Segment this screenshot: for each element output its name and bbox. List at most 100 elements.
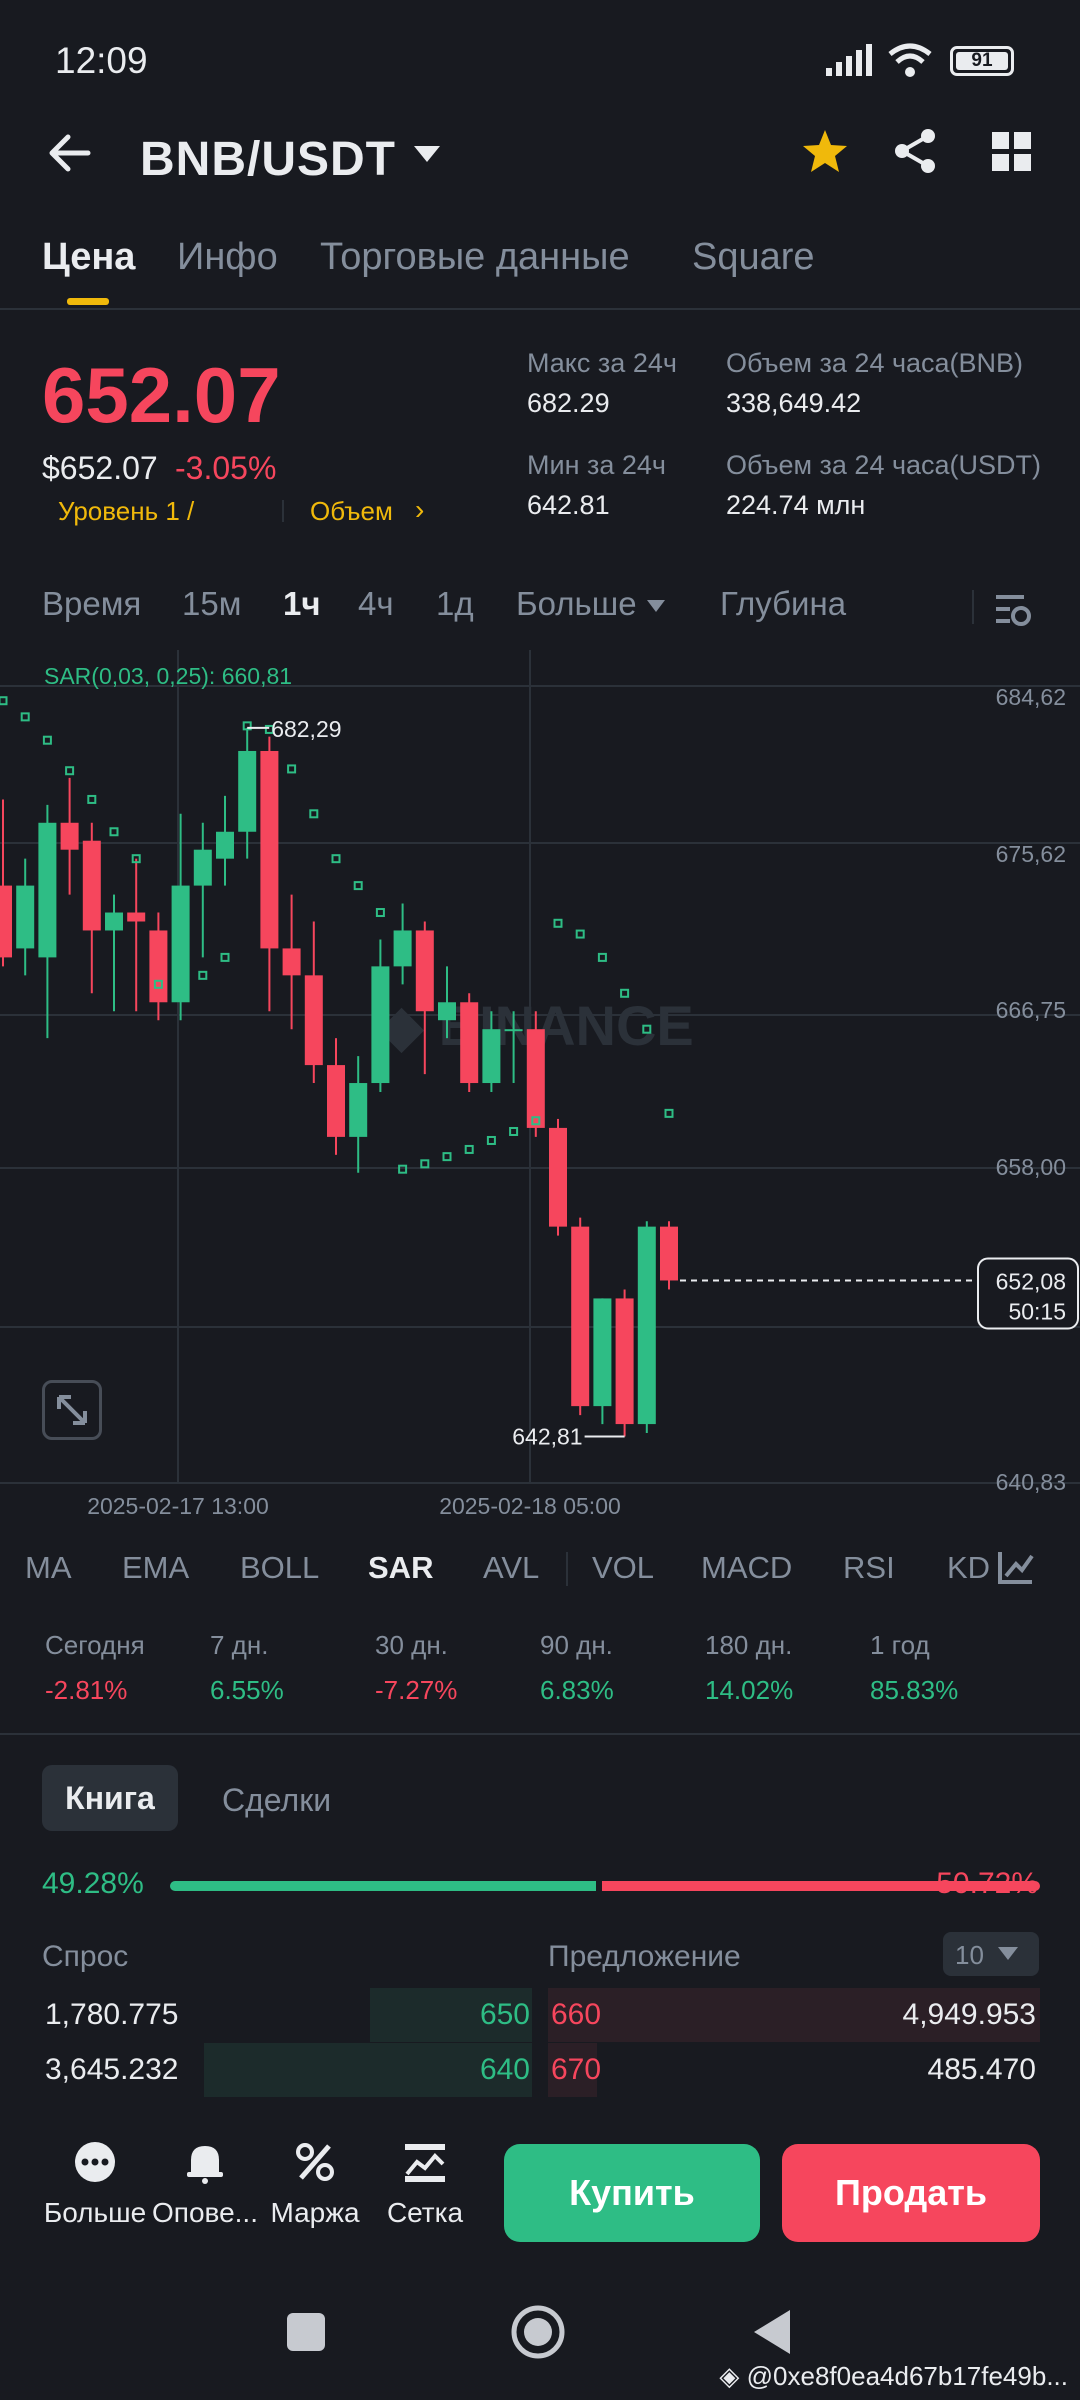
chevron-right-icon[interactable]: › — [415, 494, 425, 525]
recents-icon[interactable] — [287, 2313, 325, 2351]
x-tick-label: 2025-02-17 13:00 — [87, 1493, 269, 1519]
ind-avl[interactable]: AVL — [483, 1550, 540, 1585]
ind-boll[interactable]: BOLL — [240, 1550, 320, 1585]
ask-price: 660 — [551, 1998, 602, 2031]
back-triangle-icon[interactable] — [752, 2308, 792, 2356]
order-book-row[interactable]: 1,780.775 650 660 4,949.953 — [0, 1988, 1080, 2043]
perf-value: -2.81% — [45, 1675, 128, 1705]
tf-more[interactable]: Больше — [516, 585, 637, 622]
share-icon[interactable] — [892, 128, 938, 174]
star-icon[interactable] — [802, 128, 848, 174]
tf-15m[interactable]: 15м — [182, 585, 242, 622]
grid-trading-button[interactable]: Сетка — [370, 2130, 480, 2229]
ind-ema[interactable]: EMA — [122, 1550, 190, 1585]
candle-body — [549, 1127, 567, 1227]
tab-price[interactable]: Цена — [42, 236, 136, 278]
indicator-settings-icon[interactable] — [996, 1548, 1036, 1588]
candle-body — [282, 948, 301, 976]
more-button[interactable]: Больше — [40, 2130, 150, 2229]
ask-qty: 485.470 — [927, 2053, 1036, 2086]
ind-sar[interactable]: SAR — [368, 1550, 434, 1585]
sar-point — [42, 735, 52, 745]
caret-down-icon — [998, 1947, 1018, 1960]
tab-trading-data[interactable]: Торговые данные — [320, 236, 630, 278]
battery-level: 91 — [956, 51, 1008, 70]
perf-item: 7 дн. 6.55% — [210, 1630, 284, 1706]
candle-body — [127, 912, 146, 922]
sell-button[interactable]: Продать — [782, 2144, 1040, 2242]
sar-point — [65, 766, 75, 776]
more-dots-icon — [75, 2142, 115, 2182]
margin-button[interactable]: Маржа — [260, 2130, 370, 2229]
sar-point — [509, 1127, 519, 1137]
status-time: 12:09 — [55, 40, 148, 81]
perf-item: Сегодня -2.81% — [45, 1630, 145, 1706]
low-value: 642.81 — [527, 490, 610, 520]
ind-ma[interactable]: MA — [25, 1550, 72, 1585]
candlestick-chart[interactable]: ◆ BINANCE684,62675,62666,75658,00640,83S… — [0, 650, 1080, 1530]
home-icon[interactable] — [510, 2304, 566, 2360]
tf-4h[interactable]: 4ч — [358, 585, 394, 622]
tf-1d[interactable]: 1д — [436, 585, 474, 622]
perf-value: 14.02% — [705, 1675, 794, 1705]
tab-order-book[interactable]: Книга — [42, 1765, 178, 1831]
bid-percent: 49.28% — [42, 1867, 144, 1900]
depth-selector[interactable]: 10 — [943, 1932, 1039, 1976]
asks-label: Предложение — [548, 1940, 741, 1973]
sar-point — [264, 724, 274, 734]
chart-settings-icon[interactable] — [994, 591, 1032, 627]
candle-body — [60, 822, 79, 850]
alerts-button[interactable]: Опове... — [150, 2130, 260, 2229]
sar-point — [664, 1108, 674, 1118]
sar-point — [153, 979, 163, 989]
ind-vol[interactable]: VOL — [592, 1550, 655, 1585]
ind-kd[interactable]: KD — [947, 1550, 989, 1585]
expand-icon — [57, 1395, 87, 1425]
ind-macd[interactable]: MACD — [701, 1550, 793, 1585]
candle-body — [260, 750, 279, 949]
volume-link[interactable]: Объем — [310, 496, 393, 526]
bid-qty: 1,780.775 — [45, 1998, 179, 2031]
level-link[interactable]: Уровень 1 / — [58, 496, 195, 526]
tf-1h[interactable]: 1ч — [283, 585, 321, 622]
tab-active-indicator — [67, 298, 109, 305]
sar-point — [575, 929, 585, 939]
vol-usdt-value: 224.74 млн — [726, 490, 866, 520]
candle-body — [504, 1029, 523, 1032]
perf-label: Сегодня — [45, 1630, 145, 1660]
tab-square[interactable]: Square — [692, 236, 815, 278]
tf-depth[interactable]: Глубина — [720, 585, 847, 622]
order-book-row[interactable]: 3,645.232 640 670 485.470 — [0, 2043, 1080, 2098]
last-price: 652.07 — [42, 351, 281, 439]
bid-depth-bar — [204, 2043, 532, 2097]
sar-point — [464, 1144, 474, 1154]
watermark-text: @0xe8f0ea4d67b17fe49b... — [746, 2361, 1068, 2391]
system-nav-bar — [0, 2290, 1080, 2400]
pair-title[interactable]: BNB/USDT — [140, 133, 396, 186]
sar-point — [420, 1159, 430, 1169]
grid-icon[interactable] — [992, 132, 1032, 172]
caret-down-icon[interactable] — [646, 599, 666, 613]
caret-down-icon[interactable] — [412, 144, 442, 164]
candle-body — [327, 1065, 345, 1137]
bid-price: 650 — [479, 1998, 530, 2031]
low-label: 642,81 — [512, 1423, 582, 1449]
timeframe-bar: Время 15м 1ч 4ч 1д Больше Глубина — [0, 585, 1080, 640]
ind-rsi[interactable]: RSI — [843, 1550, 895, 1585]
y-tick-label: 675,62 — [996, 841, 1066, 867]
tab-info[interactable]: Инфо — [177, 236, 278, 278]
tab-trades[interactable]: Сделки — [222, 1782, 332, 1818]
price-usd: $652.07 — [42, 450, 158, 486]
x-tick-label: 2025-02-18 05:00 — [439, 1493, 621, 1519]
back-arrow-icon[interactable] — [46, 130, 92, 176]
candle-countdown: 50:15 — [1008, 1298, 1066, 1324]
tf-time[interactable]: Время — [42, 585, 142, 622]
buy-button[interactable]: Купить — [504, 2144, 760, 2242]
indicator-bar: MA EMA BOLL SAR AVL VOL MACD RSI KD — [0, 1530, 1080, 1615]
price-change: -3.05% — [175, 450, 277, 486]
sar-point — [442, 1152, 452, 1162]
fullscreen-button[interactable] — [42, 1380, 102, 1440]
candle-body — [615, 1298, 634, 1425]
perf-value: -7.27% — [375, 1675, 458, 1705]
candle-body — [216, 831, 234, 859]
